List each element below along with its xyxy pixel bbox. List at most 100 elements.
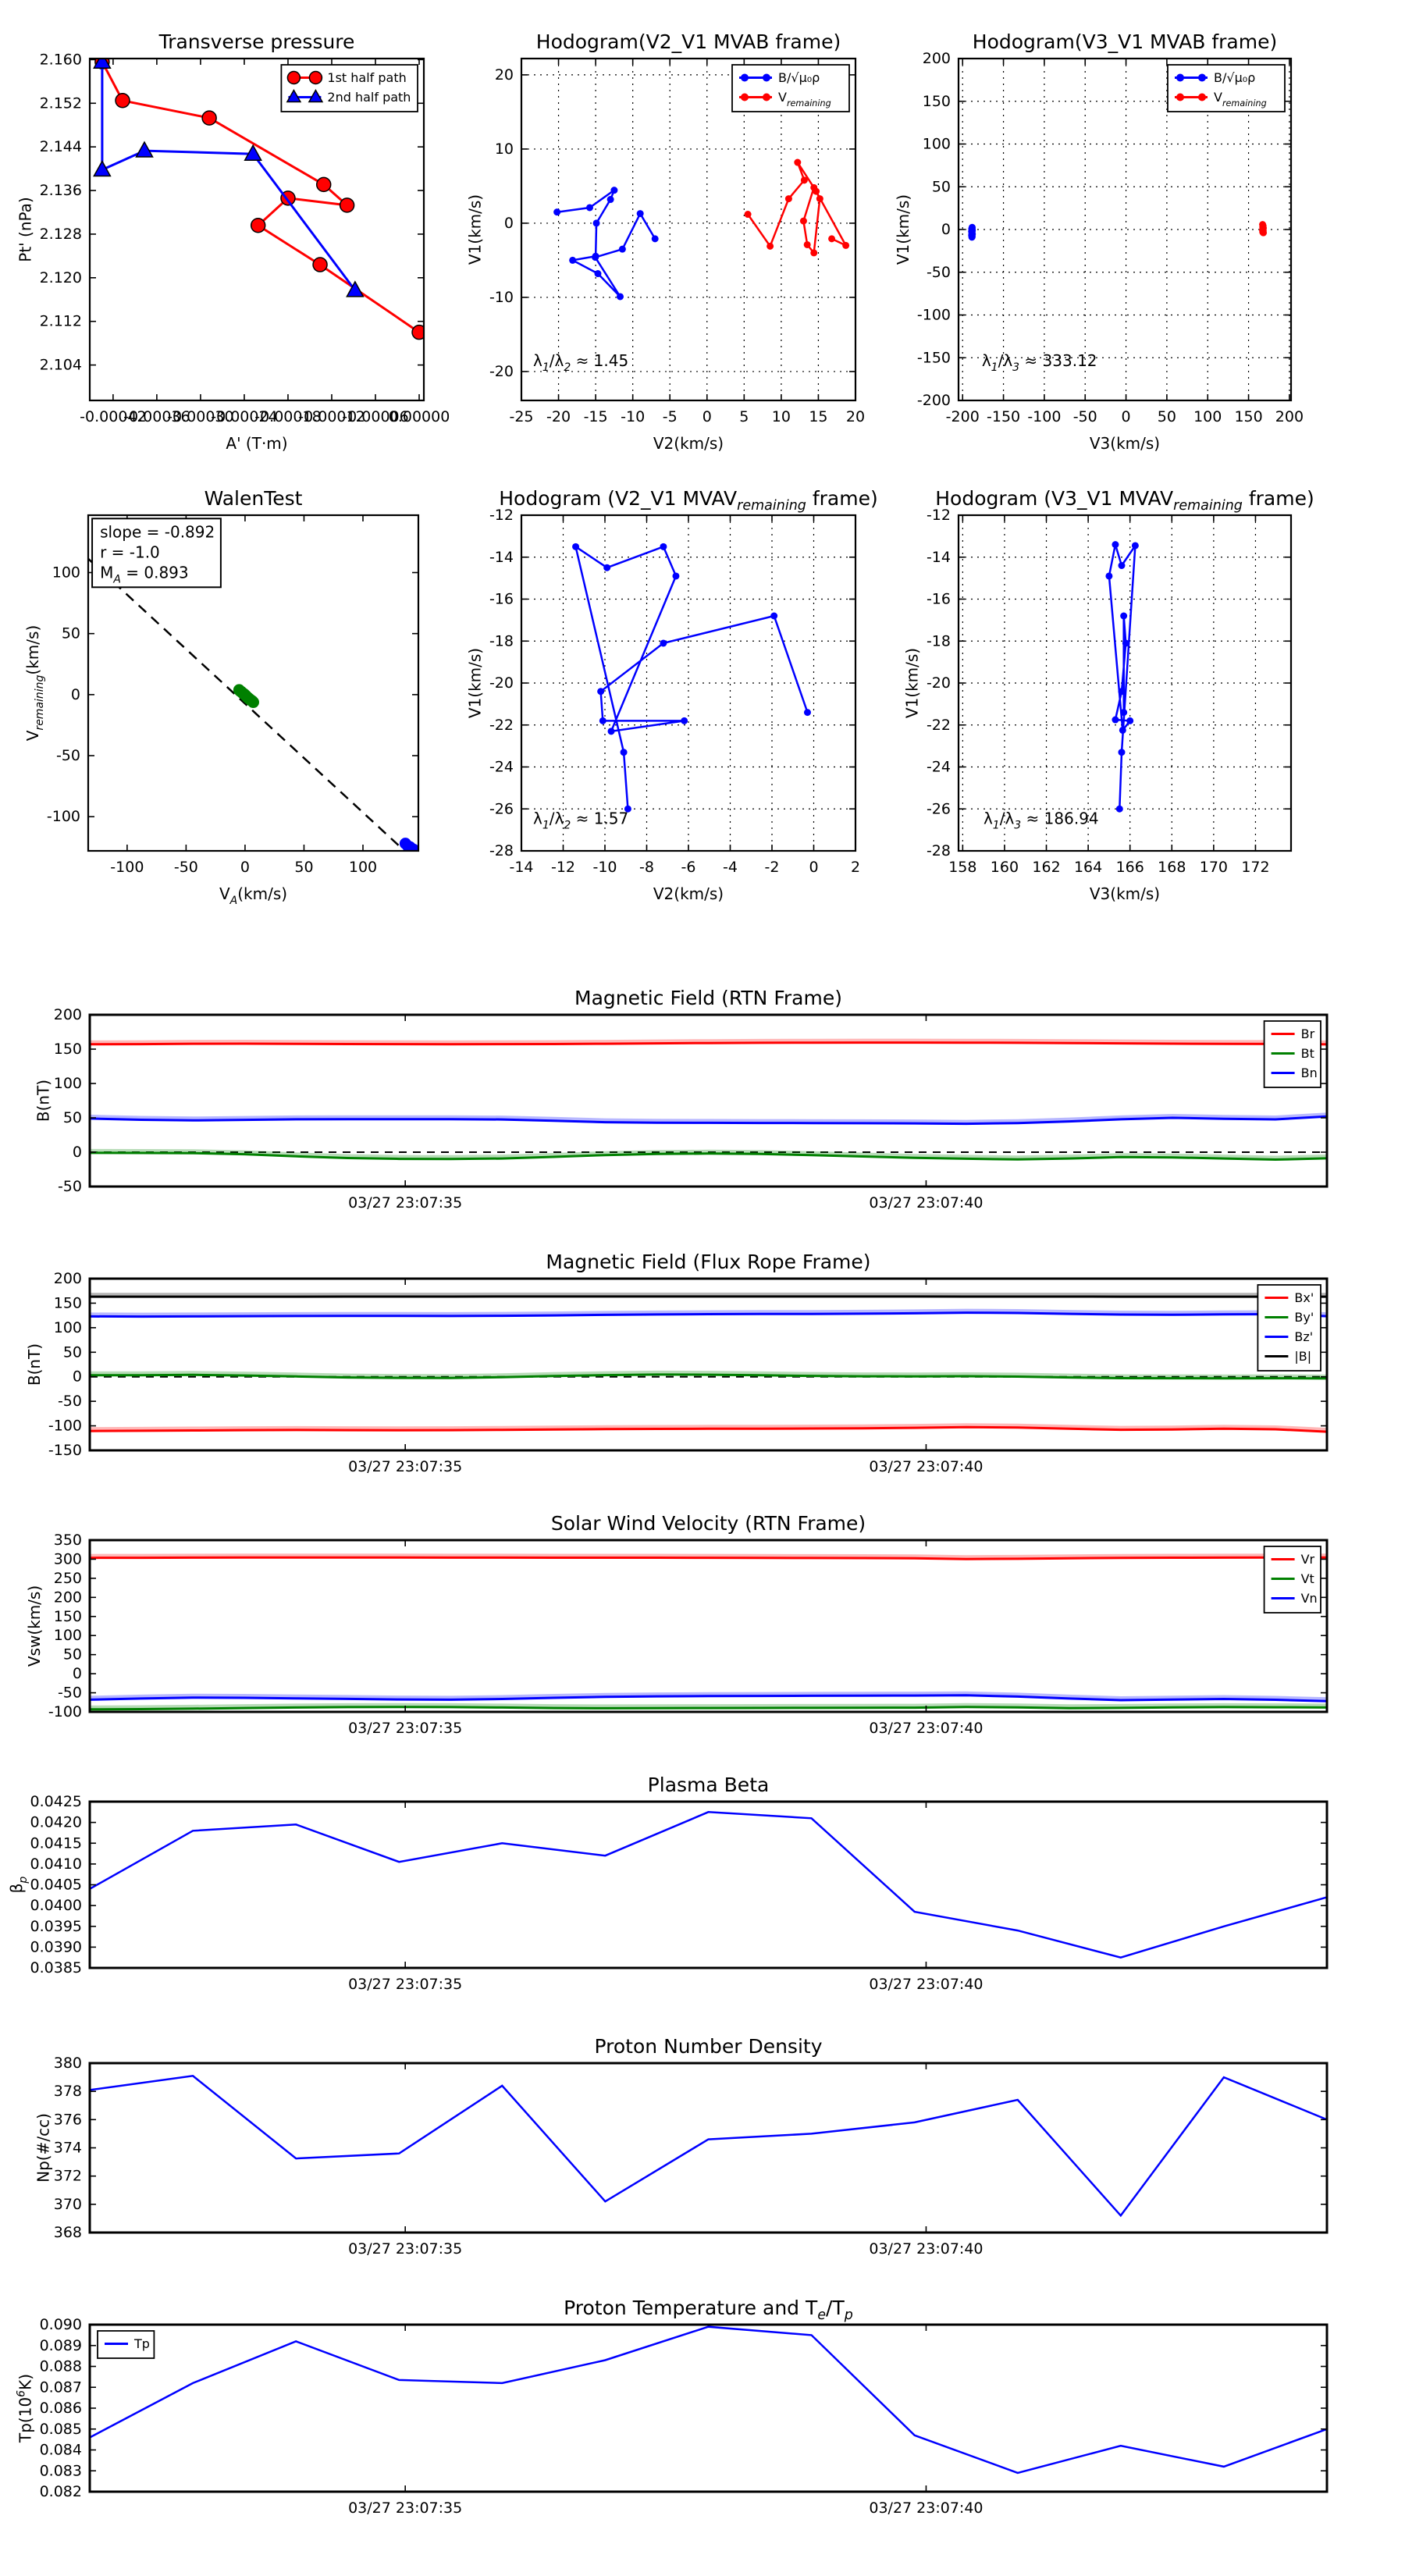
ticks [90,1801,1327,1969]
y-tick-label: 370 [54,2196,82,2213]
chart-title: Hodogram (V3_V1 MVAVremaining frame) [935,487,1314,514]
y-tick-label: -150 [48,1442,82,1459]
y-tick-label: 0 [73,1665,82,1682]
x-tick-label: 0.00000 [389,408,450,425]
y-tick-label: 372 [54,2168,82,2185]
y-tick-label: 380 [54,2055,82,2072]
series-Vn [90,1694,1327,1703]
series-Br [90,1041,1327,1046]
x-tick-label: 03/27 23:07:40 [869,1194,983,1212]
y-axis-label: Pt' (nPa) [16,197,35,262]
legend-label: Br [1301,1026,1315,1041]
chart-mag-rtn: 03/27 23:07:35 03/27 23:07:40 -50 0 50 100 150… [34,987,1329,1212]
y-tick-label: 2.128 [40,226,82,243]
x-tick-label: 10 [772,408,791,425]
y-tick-label: -26 [489,800,514,817]
series-Bn [90,1115,1327,1126]
x-axis-label: V3(km/s) [1090,884,1160,903]
y-tick-label: -20 [489,674,514,692]
annotation: λ1/λ2 ≈ 1.57 [533,809,628,832]
x-tick-label: 164 [1074,859,1102,876]
y-tick-label: 2.112 [40,313,82,330]
legend-label: |B| [1294,1349,1311,1364]
chart-title: WalenTest [205,487,303,510]
legend-label: Bn [1301,1066,1318,1080]
legend-label: Vremaining [778,90,831,109]
y-tick-label: 100 [54,1319,82,1336]
x-tick-label: 150 [1234,408,1262,425]
y-tick-label: -18 [927,632,951,649]
x-tick-label: -5 [663,408,678,425]
y-tick-label: 368 [54,2224,82,2241]
chart-title: Proton Temperature and Te/Tp [564,2297,853,2323]
x-tick-label: -100 [110,859,144,876]
y-axis-label: V1(km/s) [466,648,485,718]
legend-label: B/√μ₀ρ [1214,70,1255,85]
x-tick-label: 03/27 23:07:40 [869,2240,983,2258]
series-markers-B-alfven-units [968,223,976,241]
y-tick-label: 200 [54,1006,82,1023]
y-tick-label: 0 [941,221,951,238]
y-axis-label: Vsw(km/s) [25,1585,44,1667]
annotation: slope = -0.892 r = -1.0 MA = 0.893 [91,518,222,589]
y-tick-label: 378 [54,2083,82,2100]
x-tick-label: 03/27 23:07:40 [869,1720,983,1737]
legend: Bx' By' Bz' |B| [1257,1284,1321,1372]
x-tick-label: 03/27 23:07:40 [869,1976,983,1993]
y-tick-label: -22 [489,717,514,734]
x-tick-label: 160 [991,859,1019,876]
series-Bx' [90,1425,1327,1433]
x-axis-label: V3(km/s) [1090,434,1160,453]
y-tick-label: 374 [54,2140,82,2157]
legend: B/√μ₀ρ Vremaining [731,64,850,112]
chart-title: Hodogram(V3_V1 MVAB frame) [973,30,1277,53]
ticks [521,514,856,852]
svg-text:λ1/λ2 ≈ 1.45: λ1/λ2 ≈ 1.45 [533,351,628,374]
x-tick-label: -10 [621,408,645,425]
y-tick-label: 0.0420 [30,1814,82,1831]
y-tick-label: 0.089 [40,2337,82,2354]
y-axis-label: V1(km/s) [903,648,922,718]
x-tick-label: 03/27 23:07:35 [348,1194,462,1212]
series-walen-fit-line [88,557,407,851]
y-tick-label: 0 [73,1368,82,1386]
y-tick-label: -18 [489,632,514,649]
series-markers-V-remaining [744,158,850,257]
y-tick-label: 50 [63,1343,82,1361]
chart-proton-density: 03/27 23:07:35 03/27 23:07:40 368 370 372 374… [34,2035,1329,2258]
y-tick-label: -50 [56,747,80,764]
ticks [90,59,424,400]
y-tick-label: -28 [927,842,951,859]
y-tick-label: 2.136 [40,182,82,199]
x-tick-label: -6 [681,859,696,876]
y-tick-label: 250 [54,1570,82,1587]
x-tick-label: 50 [294,859,313,876]
x-tick-label: 162 [1032,859,1060,876]
chart-mag-flux-rope: 03/27 23:07:35 03/27 23:07:40 -150 -100 -50 0… [25,1251,1329,1475]
x-axis-label: V2(km/s) [653,884,724,903]
axes-frame [88,1013,1329,1188]
y-tick-label: 0.082 [40,2483,82,2500]
y-tick-label: 2.160 [40,51,82,68]
x-tick-label: 03/27 23:07:35 [348,2500,462,2517]
x-tick-label: 5 [739,408,749,425]
y-tick-label: 50 [63,1109,82,1126]
x-tick-label: 100 [349,859,377,876]
x-tick-label: -100 [1027,408,1061,425]
annotation: λ1/λ3 ≈ 333.12 [982,351,1097,374]
x-tick-label: 166 [1116,859,1144,876]
axes-frame [520,57,857,402]
svg-text:λ1/λ3 ≈ 333.12: λ1/λ3 ≈ 333.12 [982,351,1097,374]
x-tick-label: 03/27 23:07:40 [869,1458,983,1475]
y-tick-label: -12 [489,507,514,524]
series-Bz' [90,1311,1327,1318]
y-tick-label: 0.086 [40,2400,82,2417]
y-tick-label: 0.0415 [30,1834,82,1852]
axes-frame [87,514,420,852]
y-tick-label: 0.0405 [30,1877,82,1894]
axes-frame [88,1539,1329,1713]
chart-hodogram-v2v1-mvav: -14 -12 -10 -8 -6 -4 -2 0 2-28-26-24-22-20-18-16… [466,487,878,903]
x-tick-label: 100 [1193,408,1222,425]
legend: Vr Vt Vn [1263,1546,1321,1614]
